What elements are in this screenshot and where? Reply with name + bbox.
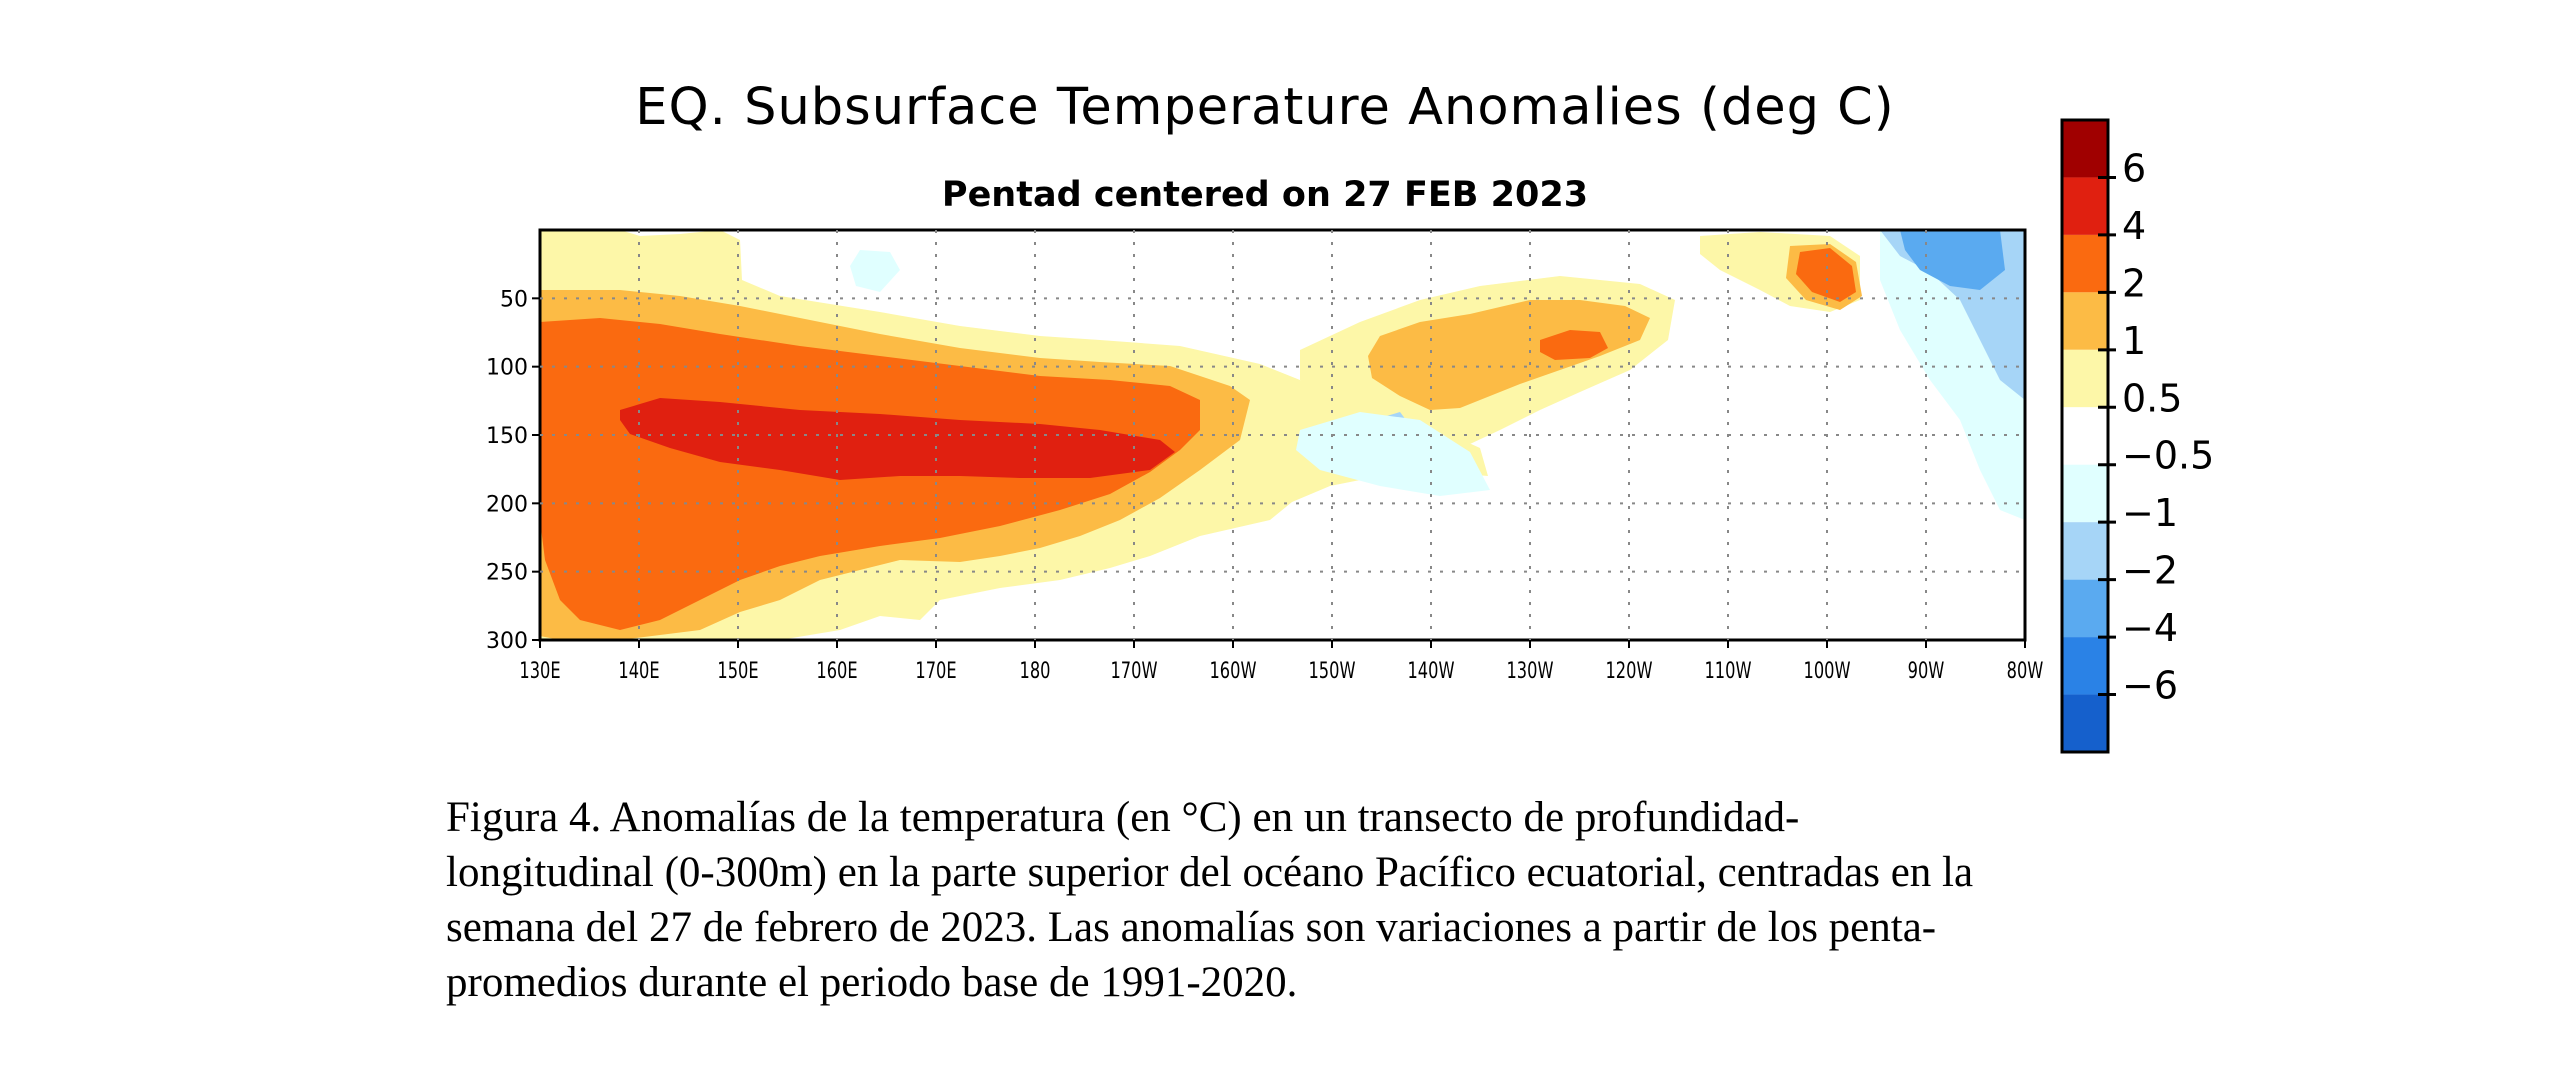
figure-caption: Figura 4. Anomalías de la temperatura (e… [446, 790, 2246, 1010]
y-tick-label: 300 [486, 629, 528, 654]
x-tick-label: 160E [816, 657, 857, 683]
colorbar-swatch [2062, 292, 2108, 350]
x-tick-label: 130E [519, 657, 560, 683]
colorbar-swatch [2062, 177, 2108, 235]
colorbar-label: −6 [2122, 664, 2178, 708]
x-tick-label: 100W [1803, 657, 1850, 683]
plot-grid [540, 230, 2025, 640]
region-warm-2-patch [1796, 248, 1856, 302]
colorbar-label: −4 [2122, 606, 2178, 650]
x-tick-label: 150W [1308, 657, 1355, 683]
region-cool-patch-3 [1296, 412, 1490, 496]
y-tick-label: 150 [486, 424, 528, 449]
x-tick-label: 110W [1704, 657, 1751, 683]
colorbar-frame [2060, 118, 2110, 754]
x-tick-label: 180 [1020, 657, 1051, 683]
colorbar-swatch [2062, 694, 2108, 752]
chart-title: EQ. Subsurface Temperature Anomalies (de… [635, 78, 1895, 137]
colorbar-label: 2 [2122, 261, 2146, 305]
colorbar-label: −2 [2122, 549, 2178, 593]
x-tick-label: 170W [1110, 657, 1157, 683]
x-tick-label: 140W [1407, 657, 1454, 683]
colorbar-swatch [2062, 120, 2108, 178]
colorbar-label: 0.5 [2122, 376, 2182, 420]
y-tick-label: 250 [486, 561, 528, 586]
colorbar-swatch [2062, 349, 2108, 408]
x-tick-label: 90W [1908, 657, 1945, 683]
x-tick-label: 130W [1506, 657, 1553, 683]
region-warm-2-east [1540, 330, 1608, 360]
x-tick-label: 80W [2007, 657, 2044, 683]
colorbar-label: −1 [2122, 491, 2178, 535]
chart-subtitle: Pentad centered on 27 FEB 2023 [941, 175, 1589, 215]
colorbar-swatch [2062, 407, 2108, 465]
colorbar-label: 6 [2122, 146, 2146, 190]
colorbar-swatch [2062, 637, 2108, 695]
colorbar-swatch [2062, 234, 2108, 293]
caption-line: Figura 4. Anomalías de la temperatura (e… [446, 794, 1800, 841]
caption-line: longitudinal (0-300m) en la parte superi… [446, 849, 1974, 896]
caption-line: promedios durante el periodo base de 199… [446, 959, 1298, 1006]
x-tick-label: 150E [717, 657, 758, 683]
x-tick-label: 120W [1605, 657, 1652, 683]
x-axis: 130E 140E 150E 160E 170E 180 170W 160W 150W 140W 1… [519, 640, 2043, 683]
y-tick-label: 200 [486, 492, 528, 517]
x-tick-label: 160W [1209, 657, 1256, 683]
y-tick-label: 50 [500, 287, 528, 312]
x-tick-label: 140E [618, 657, 659, 683]
anomaly-field [540, 230, 2025, 640]
region-cool-patch-2 [850, 250, 900, 292]
colorbar-swatch [2062, 464, 2108, 523]
colorbar-swatch [2062, 579, 2108, 638]
y-axis: 50 100 150 200 250 300 [486, 287, 540, 654]
region-warm-1-east [1368, 300, 1650, 410]
colorbar-label: −0.5 [2122, 434, 2214, 478]
x-tick-label: 170E [915, 657, 956, 683]
colorbar-swatch [2062, 522, 2108, 580]
colorbar-label: 1 [2122, 319, 2146, 363]
caption-line: semana del 27 de febrero de 2023. Las an… [446, 904, 1937, 951]
colorbar-label: 4 [2122, 204, 2146, 248]
colorbar: 6 4 2 1 0.5 −0.5 −1 −2 −4 −6 [2060, 118, 2214, 754]
y-tick-label: 100 [486, 356, 528, 381]
region-warm-4 [620, 398, 1175, 480]
